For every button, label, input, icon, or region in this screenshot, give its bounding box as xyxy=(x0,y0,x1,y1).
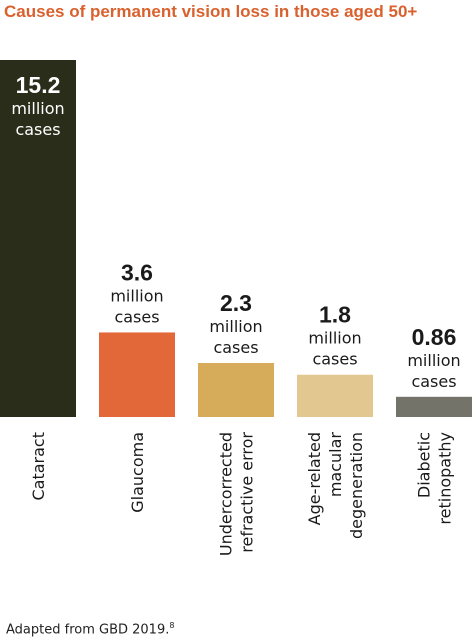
value-unit-2-1: cases xyxy=(213,338,258,357)
category-label-3-2: degeneration xyxy=(347,432,366,539)
value-unit-4-1: cases xyxy=(411,372,456,391)
value-unit-1-1: cases xyxy=(114,307,159,326)
value-label-1: 3.6 xyxy=(121,259,153,285)
source-note: Adapted from GBD 2019.8 xyxy=(6,621,174,637)
category-label-3-1: macular xyxy=(326,432,345,498)
bar-1 xyxy=(99,332,175,417)
bar-2 xyxy=(198,362,274,417)
chart-title: Causes of permanent vision loss in those… xyxy=(4,2,418,21)
bar-3 xyxy=(297,374,373,417)
source-reference: 8 xyxy=(169,621,175,630)
value-unit-2-0: million xyxy=(209,317,262,336)
value-label-4: 0.86 xyxy=(412,324,457,350)
category-label-1-0: Glaucoma xyxy=(128,432,147,513)
source-text: Adapted from GBD 2019. xyxy=(6,622,170,638)
value-label-3: 1.8 xyxy=(319,302,351,328)
category-label-4-0: Diabetic xyxy=(415,432,434,498)
value-unit-0-0: million xyxy=(11,99,64,118)
category-label-2-1: refractive error xyxy=(238,432,257,553)
bar-4 xyxy=(396,396,472,417)
value-unit-1-0: million xyxy=(110,286,163,305)
category-label-2-0: Undercorrected xyxy=(217,432,236,556)
category-label-0-0: Cataract xyxy=(29,432,48,501)
category-label-4-1: retinopathy xyxy=(436,432,455,525)
value-unit-0-1: cases xyxy=(15,120,60,139)
value-label-2: 2.3 xyxy=(220,290,252,316)
category-label-3-0: Age-related xyxy=(305,432,324,525)
bar-chart: 15.2millioncasesCataract3.6millioncasesG… xyxy=(0,60,472,556)
value-unit-3-0: million xyxy=(308,329,361,348)
value-unit-4-0: million xyxy=(407,351,460,370)
value-unit-3-1: cases xyxy=(312,350,357,369)
bar-0 xyxy=(0,60,76,417)
value-label-0: 15.2 xyxy=(16,72,61,98)
